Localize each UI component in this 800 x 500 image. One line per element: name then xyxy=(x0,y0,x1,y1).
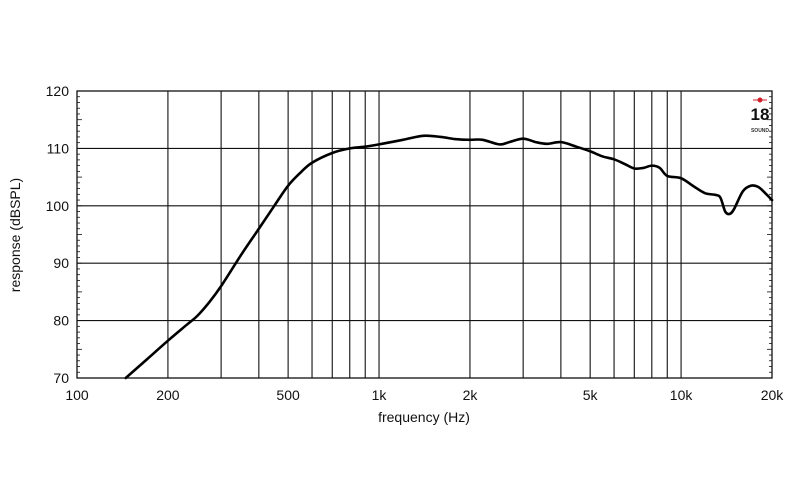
x-tick-label: 100 xyxy=(65,387,89,403)
x-tick-label: 500 xyxy=(276,387,300,403)
logo-word: SOUND xyxy=(751,128,769,134)
y-tick-label: 100 xyxy=(46,198,70,214)
y-tick-label: 70 xyxy=(53,370,69,386)
x-tick-label: 200 xyxy=(156,387,180,403)
y-tick-label: 120 xyxy=(46,83,70,99)
y-tick-label: 80 xyxy=(53,313,69,329)
x-axis-label: frequency (Hz) xyxy=(378,409,470,425)
series-line xyxy=(124,134,774,380)
y-tick-label: 110 xyxy=(47,140,70,156)
x-tick-label: 5k xyxy=(583,387,599,403)
x-tick-label: 2k xyxy=(463,387,479,403)
logo-number: 18 xyxy=(751,105,770,124)
plot-frame xyxy=(76,90,773,379)
x-tick-label: 10k xyxy=(670,387,694,403)
y-axis-label: response (dBSPL) xyxy=(7,178,23,292)
x-tick-label: 1k xyxy=(372,387,388,403)
y-tick-label: 90 xyxy=(53,255,69,271)
grid xyxy=(77,91,772,378)
y-tick-labels: 70 80 90 100 110 120 xyxy=(46,83,70,386)
x-tick-labels: 100 200 500 1k 2k 5k 10k 20k xyxy=(65,387,784,403)
x-tick-label: 20k xyxy=(761,387,785,403)
brand-logo: 18 SOUND xyxy=(751,97,770,134)
